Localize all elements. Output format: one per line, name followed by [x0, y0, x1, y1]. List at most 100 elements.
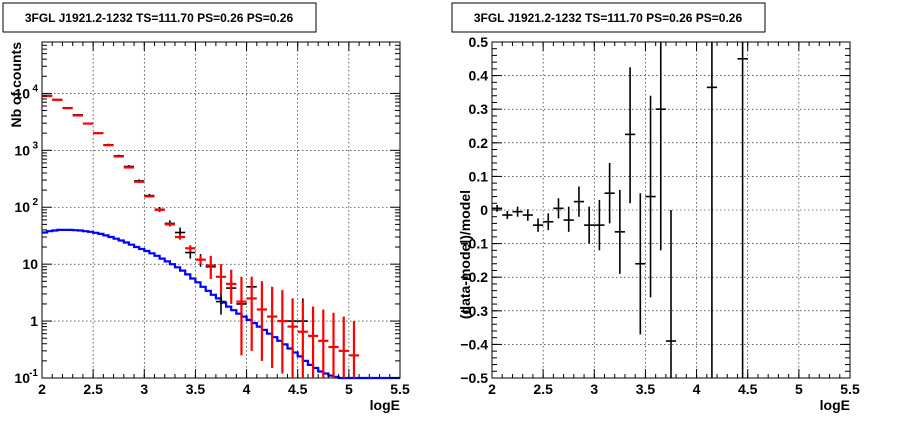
counts-x-tick-label: 3 [140, 381, 148, 397]
residual-y-tick-label: 0.5 [469, 34, 489, 50]
residual-x-tick-label: 2.5 [533, 381, 553, 397]
residual-x-tick-label: 5.5 [840, 381, 860, 397]
counts-data-point [267, 286, 278, 368]
residual-x-tick-label: 3 [590, 381, 598, 397]
counts-x-tick-label: 4 [243, 381, 251, 397]
residual-title: 3FGL J1921.2-1232 TS=111.70 PS=0.26 PS=0… [474, 11, 743, 25]
residual-data-point [645, 95, 656, 298]
residual-data-point [522, 209, 533, 221]
counts-x-tick-label: 2 [38, 381, 46, 397]
counts-data-point [113, 155, 124, 158]
counts-data-point [93, 132, 104, 135]
residual-x-tick-labels: 2 2.5 3 3.5 4 4.5 5 5.5 [488, 381, 860, 397]
residual-y-tick-label: 0.4 [469, 68, 489, 84]
residual-data-point [635, 193, 646, 335]
residual-y-tick-label: −0.5 [460, 370, 488, 386]
counts-y-axis-title: Nb of counts [8, 42, 24, 128]
counts-data-point [164, 222, 175, 227]
counts-title: 3FGL J1921.2-1232 TS=111.70 PS=0.26 PS=0… [25, 11, 294, 25]
residual-x-tick-label: 4 [693, 381, 701, 397]
counts-data-point [226, 269, 237, 304]
counts-data-point [297, 301, 308, 378]
counts-y-tick-label: 1 [30, 313, 38, 329]
residual-y-tick-label: 0 [480, 202, 488, 218]
counts-y-tick-label: 10 [14, 370, 30, 386]
counts-data-point [205, 255, 216, 279]
residual-y-tick-label: −0.3 [460, 303, 488, 319]
residual-panel: 3FGL J1921.2-1232 TS=111.70 PS=0.26 PS=0… [451, 2, 860, 413]
counts-data-point [307, 306, 319, 378]
residual-data-point [553, 198, 564, 219]
counts-plot-frame [41, 41, 401, 379]
residual-data-point [532, 218, 544, 232]
residual-y-tick-label: 0.1 [469, 168, 489, 184]
counts-x-tick-label: 3.5 [186, 381, 206, 397]
residual-y-tick-label: 0.3 [469, 101, 489, 117]
residual-data-point [737, 42, 748, 378]
residual-data-point [512, 206, 523, 217]
counts-data-point [215, 264, 227, 294]
counts-title-box [2, 2, 317, 33]
residual-y-tick-label: −0.4 [460, 336, 488, 352]
counts-y-tick-label: 10 [14, 142, 30, 158]
residual-marks [492, 42, 748, 378]
counts-y-tick-exponent: 2 [32, 197, 38, 208]
residual-data-point [624, 67, 636, 204]
counts-model-histogram-line [42, 228, 400, 380]
residual-x-tick-label: 4.5 [738, 381, 758, 397]
counts-x-tick-label: 5 [345, 381, 353, 397]
counts-data-point [338, 316, 349, 378]
residual-ticks [491, 41, 851, 379]
residual-y-tick-label: 0.2 [469, 135, 489, 151]
residual-data-point [563, 206, 574, 232]
residual-data-point [502, 211, 513, 220]
residual-data-point [706, 42, 718, 378]
residual-data-point [543, 213, 554, 231]
counts-data-point [52, 98, 63, 101]
counts-data-point [123, 166, 135, 169]
counts-data-point [236, 276, 247, 356]
counts-x-tick-labels: 2 2.5 3 3.5 4 4.5 5 5.5 [38, 381, 410, 397]
counts-data-point [256, 281, 268, 361]
residual-x-tick-label: 5 [795, 381, 803, 397]
counts-x-axis-title: logE [370, 397, 400, 413]
counts-data-point [328, 312, 339, 378]
residual-data-point [604, 162, 615, 224]
residual-x-axis-title: logE [820, 397, 850, 413]
residual-data-point [655, 42, 666, 251]
counts-y-tick-label: 10 [14, 199, 30, 215]
residual-title-box [451, 2, 766, 33]
counts-y-tick-exponent: 4 [32, 83, 38, 94]
residual-data-point [584, 206, 595, 244]
counts-data-point [287, 298, 298, 378]
counts-data-point [134, 180, 145, 183]
counts-x-tick-label: 5.5 [390, 381, 410, 397]
residual-data-point [665, 210, 677, 378]
counts-data-point [318, 309, 329, 378]
residual-y-tick-labels: −0.5 −0.4 −0.3 −0.2 −0.1 0 0.1 0.2 0.3 0.4 0.5 [460, 34, 488, 386]
counts-data-point [154, 208, 165, 212]
residual-x-tick-label: 2 [488, 381, 496, 397]
counts-data-point [72, 114, 83, 117]
counts-data-point [185, 245, 196, 252]
counts-data-point [62, 107, 73, 110]
counts-panel: 3FGL J1921.2-1232 TS=111.70 PS=0.26 PS=0… [2, 2, 410, 413]
counts-marks [42, 94, 400, 380]
counts-data-point [174, 234, 186, 240]
residual-y-axis-title: (data-model)/model [457, 190, 473, 319]
counts-data-point [144, 195, 155, 198]
counts-ticks [41, 42, 401, 379]
counts-data-point [195, 255, 206, 265]
residual-x-tick-label: 3.5 [636, 381, 656, 397]
residual-data-point [573, 186, 585, 217]
counts-data-point [82, 122, 94, 125]
residual-data-point [492, 204, 503, 212]
counts-y-tick-label: 10 [22, 256, 38, 272]
counts-y-tick-label: 10 [14, 85, 30, 101]
counts-data-point [246, 276, 257, 351]
counts-data-point [103, 144, 114, 147]
residual-grid [492, 42, 850, 378]
counts-grid [42, 42, 400, 378]
